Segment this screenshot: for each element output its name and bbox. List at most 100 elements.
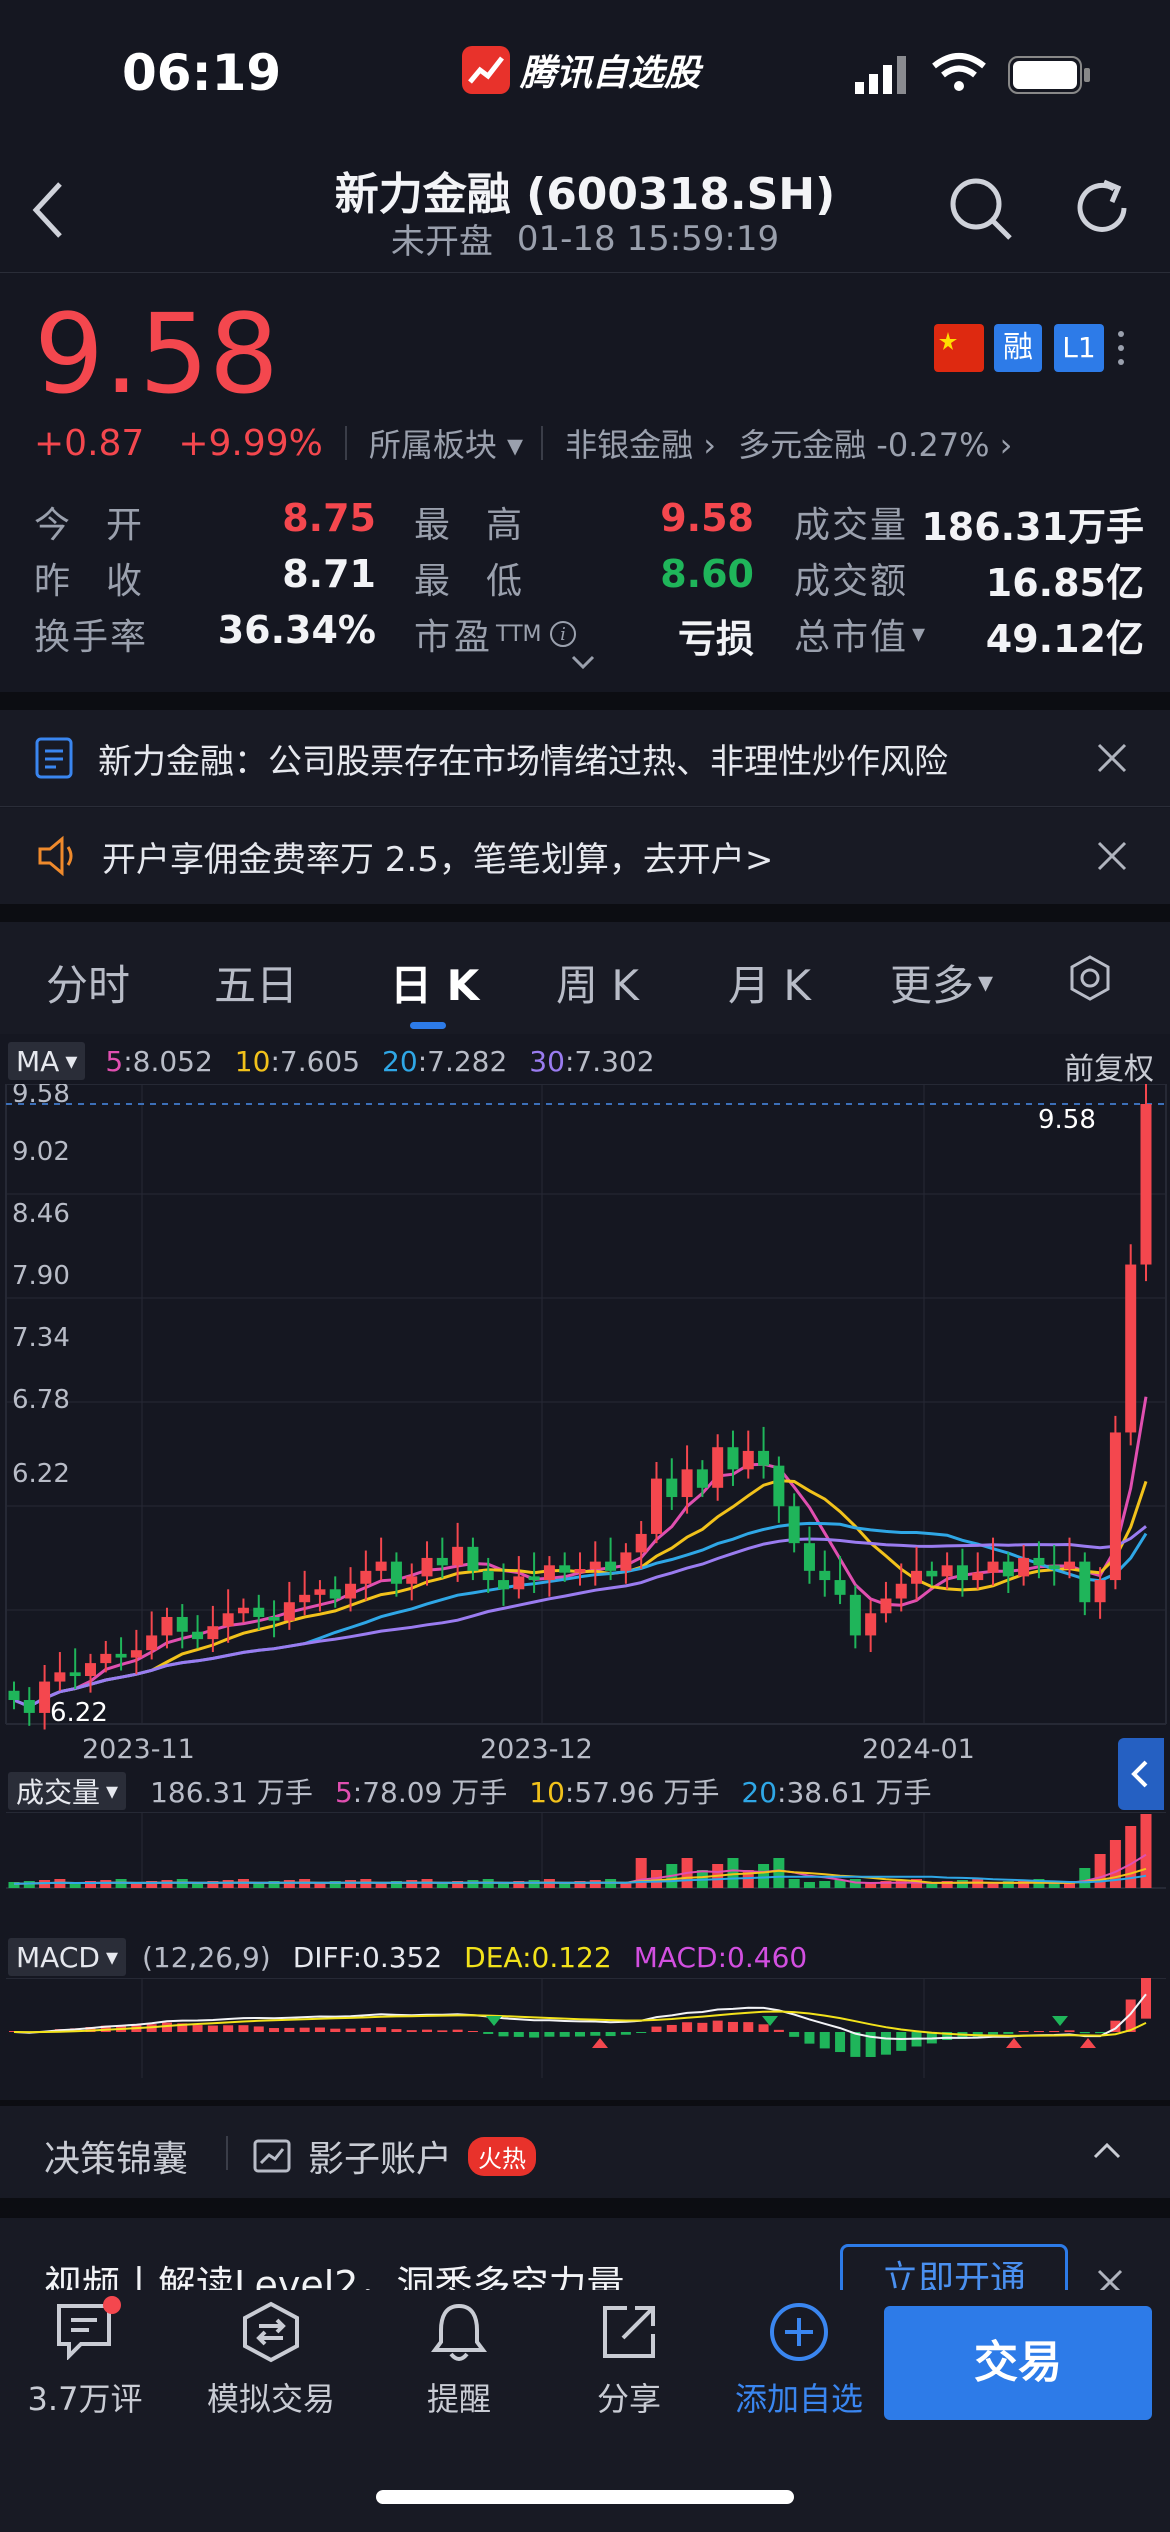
macd-bar xyxy=(789,2032,800,2037)
macd-bar xyxy=(1141,1978,1151,2019)
collapse-tools-button[interactable] xyxy=(1092,2140,1122,2160)
sector-link-2[interactable]: 多元金融 -0.27% › xyxy=(738,420,1012,466)
stat-label-market-cap-text: 总市值 xyxy=(794,617,909,658)
vol-ma20: 20:38.61 万手 xyxy=(741,1776,932,1809)
info-icon[interactable]: i xyxy=(548,619,578,649)
nav-sim-trade[interactable]: 模拟交易 xyxy=(186,2300,356,2420)
sector-dropdown[interactable]: 所属板块 ▾ xyxy=(369,420,523,466)
macd-chart[interactable] xyxy=(0,1978,1170,2078)
sector-link-1[interactable]: 非银金融 › xyxy=(565,420,716,466)
macd-bar xyxy=(406,2030,417,2032)
candle-body xyxy=(1109,1432,1121,1581)
candle-body xyxy=(696,1469,708,1488)
back-button[interactable] xyxy=(28,178,68,242)
volume-bar xyxy=(788,1879,800,1888)
margin-badge[interactable]: 融 xyxy=(994,324,1042,372)
volume-bar xyxy=(222,1880,234,1888)
dea-line xyxy=(13,2010,1147,2037)
volume-chart[interactable] xyxy=(0,1812,1170,1890)
macd-bar xyxy=(835,2032,846,2053)
caret-down-icon: ▾ xyxy=(912,619,926,649)
side-panel-handle[interactable] xyxy=(1118,1738,1164,1810)
nav-comments[interactable]: 3.7万评 xyxy=(0,2296,170,2420)
tab-more[interactable]: 更多 ▾ xyxy=(890,952,993,1013)
ma20-key: 20 xyxy=(382,1044,418,1078)
macd-bar xyxy=(345,2028,356,2032)
macd-bar xyxy=(467,2031,478,2032)
candle-body xyxy=(1140,1104,1152,1265)
price-change: +0.87 xyxy=(34,422,145,464)
candle-body xyxy=(115,1653,127,1658)
search-button[interactable] xyxy=(948,176,1014,242)
candle-body xyxy=(314,1589,326,1595)
diff-line xyxy=(13,1993,1147,2041)
vol-ma5-key: 5 xyxy=(334,1776,353,1809)
promo-notice[interactable]: 开户享佣金费率万 2.5，笔笔划算，去开户> xyxy=(0,808,1170,904)
macd-bar xyxy=(192,2025,203,2032)
macd-bar xyxy=(865,2032,876,2058)
volume-bar xyxy=(1094,1854,1106,1888)
stat-label-pe[interactable]: 市盈 TTM i xyxy=(414,608,578,660)
trade-button[interactable]: 交易 xyxy=(884,2306,1152,2420)
china-flag-icon xyxy=(934,324,984,372)
shadow-account[interactable]: 影子账户 火热 xyxy=(252,2130,537,2182)
candle-body xyxy=(8,1690,20,1701)
active-tab-indicator xyxy=(410,1022,446,1029)
tab-monthly-k[interactable]: 月 K xyxy=(728,961,811,1010)
chart-settings-button[interactable] xyxy=(1066,954,1114,1002)
volume-selector-label: 成交量 xyxy=(16,1776,101,1809)
tab-five-day[interactable]: 五日 xyxy=(214,961,299,1010)
close-icon[interactable] xyxy=(1096,742,1128,774)
volume-selector[interactable]: 成交量 ▾ xyxy=(8,1772,127,1810)
candle-body xyxy=(176,1616,188,1632)
volume-bar xyxy=(1048,1882,1060,1888)
candle-body xyxy=(482,1570,494,1581)
market-status: 未开盘 01-18 15:59:19 xyxy=(0,214,1170,263)
volume-bar xyxy=(1109,1840,1121,1888)
nav-comments-label: 3.7万评 xyxy=(27,2380,143,2418)
tab-intraday[interactable]: 分时 xyxy=(46,961,131,1010)
volume-bar xyxy=(559,1882,571,1888)
volume-bar xyxy=(268,1881,280,1888)
ad-banner[interactable]: 视频丨解读Level2，洞悉多空力量 立即开通 xyxy=(0,2218,1170,2290)
ma5-key: 5 xyxy=(105,1044,124,1078)
candle-body xyxy=(1094,1580,1106,1603)
current-price: 9.58 xyxy=(34,290,279,418)
volume-bar xyxy=(589,1880,601,1888)
close-icon[interactable] xyxy=(1096,840,1128,872)
divider-bar xyxy=(226,2136,228,2170)
volume-bar xyxy=(192,1882,204,1888)
macd-bar xyxy=(284,2027,295,2032)
ma-selector[interactable]: MA ▾ xyxy=(8,1042,86,1080)
candle-body xyxy=(956,1565,968,1581)
volume-bar xyxy=(758,1864,770,1888)
tab-daily-k[interactable]: 日 K xyxy=(390,961,480,1010)
ad-open-button[interactable]: 立即开通 xyxy=(840,2244,1068,2290)
macd-bar xyxy=(727,2021,738,2032)
candle-body xyxy=(237,1607,249,1614)
nav-add-watch-label: 添加自选 xyxy=(734,2380,863,2418)
tab-weekly-k[interactable]: 周 K xyxy=(556,961,639,1010)
candlestick-chart[interactable]: 9.58 9.02 8.46 7.90 7.34 6.78 6.22 9.58 6.22 xyxy=(0,1084,1170,1734)
close-icon[interactable] xyxy=(1096,2268,1124,2290)
more-dots-icon[interactable] xyxy=(1116,324,1126,372)
macd-selector[interactable]: MACD ▾ xyxy=(8,1938,126,1976)
nav-remind[interactable]: 提醒 xyxy=(374,2300,544,2420)
vol-ma10-key: 10 xyxy=(529,1776,565,1809)
refresh-button[interactable] xyxy=(1070,176,1134,240)
risk-notice[interactable]: 新力金融：公司股票存在市场情绪过热、非理性炒作风险 xyxy=(0,710,1170,806)
macd-bar xyxy=(758,2024,769,2032)
expand-stats-icon[interactable] xyxy=(570,654,596,670)
volume-bar xyxy=(574,1881,586,1888)
nav-add-watch[interactable]: 添加自选 xyxy=(714,2300,884,2420)
candle-body xyxy=(513,1576,525,1590)
volume-bar xyxy=(1140,1814,1152,1888)
stat-label-market-cap[interactable]: 总市值 ▾ xyxy=(794,608,925,660)
level-badge[interactable]: L1 xyxy=(1054,324,1104,372)
macd-bar xyxy=(1003,2032,1014,2034)
nav-share[interactable]: 分享 xyxy=(544,2300,714,2420)
price-adjust-toggle[interactable]: 前复权 xyxy=(1064,1052,1154,1087)
decision-tool[interactable]: 决策锦囊 xyxy=(44,2139,189,2180)
chevron-right-icon: › xyxy=(703,426,717,464)
share-icon xyxy=(603,2306,655,2358)
